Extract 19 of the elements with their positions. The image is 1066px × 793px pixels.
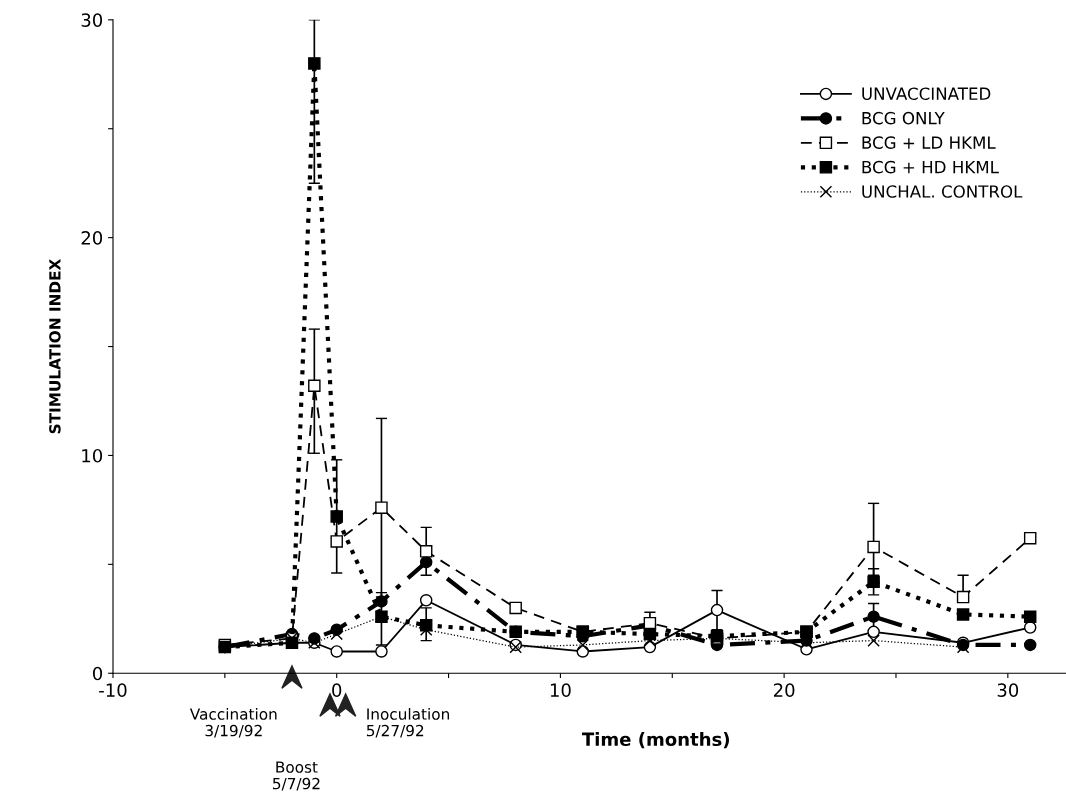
y-axis-title: STIMULATION INDEX xyxy=(49,259,61,434)
x-tick-label: 20 xyxy=(773,683,795,697)
legend-label: BCG + LD HKML xyxy=(862,136,996,149)
x-tick-label: 10 xyxy=(550,683,571,697)
legend-label: UNCHAL. CONTROL xyxy=(862,185,1023,198)
text: Inoculation 5/27/92 xyxy=(366,708,449,738)
x-tick-label: 30 xyxy=(997,683,1019,697)
legend-label: BCG ONLY xyxy=(862,111,945,125)
text: Boost 5/7/92 xyxy=(273,761,320,791)
y-tick-label: 30 xyxy=(81,13,103,27)
text: Vaccination 3/19/92 xyxy=(189,708,277,738)
y-tick-label: 0 xyxy=(92,666,103,681)
x-axis-title: Time (months) xyxy=(581,732,729,749)
x-tick-label: -10 xyxy=(99,683,127,697)
legend-label: BCG + HD HKML xyxy=(862,160,999,174)
x-tick-label: 0 xyxy=(332,683,342,697)
legend-label: UNVACCINATED xyxy=(862,87,991,100)
y-tick-label: 10 xyxy=(82,448,103,463)
y-tick-label: 20 xyxy=(81,231,103,245)
